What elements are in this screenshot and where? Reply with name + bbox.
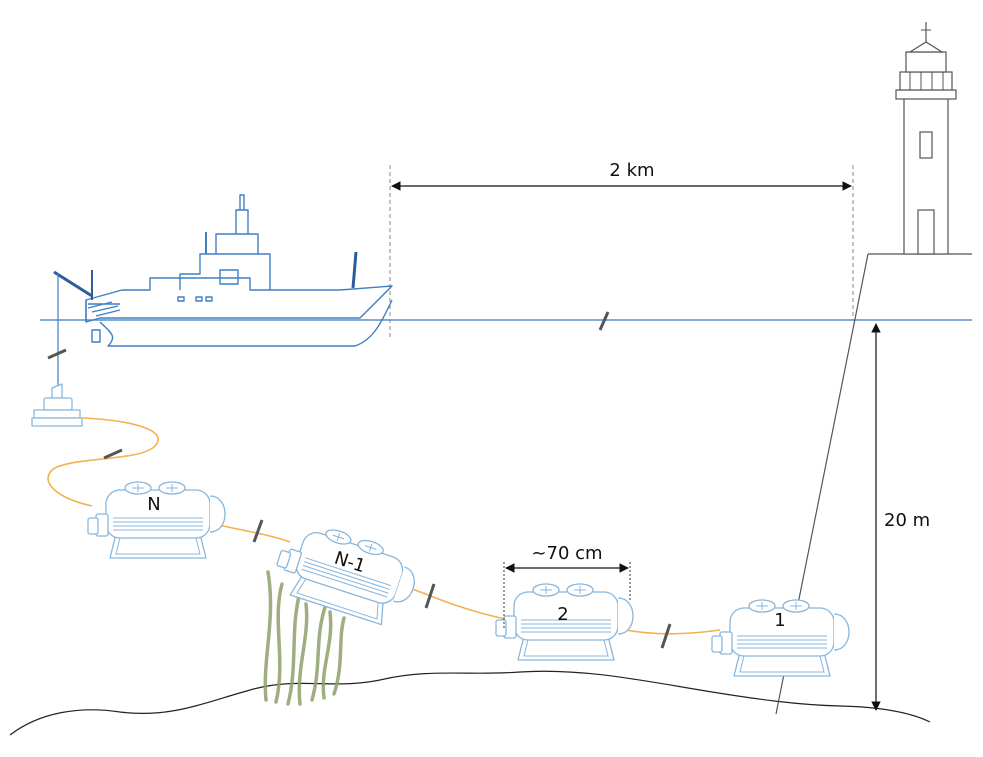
break-mark (598, 311, 610, 331)
module-label: 1 (774, 610, 785, 631)
ship (53, 194, 393, 398)
break-mark (660, 623, 672, 649)
module-label: 2 (557, 604, 568, 625)
break-mark (252, 519, 264, 543)
module-length-dimension (503, 562, 631, 630)
depth-label: 20 m (884, 510, 930, 531)
module-label: N (147, 494, 160, 515)
seaweed (263, 570, 346, 706)
lighthouse (895, 22, 957, 255)
junction-buoy (31, 383, 83, 427)
seabed (9, 670, 931, 736)
break-mark (424, 583, 436, 609)
distance-dimension (389, 165, 854, 338)
module-length-label: ~70 cm (531, 543, 602, 564)
break-mark (103, 448, 123, 460)
module-n-1 (268, 515, 424, 632)
cable (47, 417, 721, 635)
break-mark (47, 348, 67, 360)
distance-label: 2 km (609, 160, 654, 181)
